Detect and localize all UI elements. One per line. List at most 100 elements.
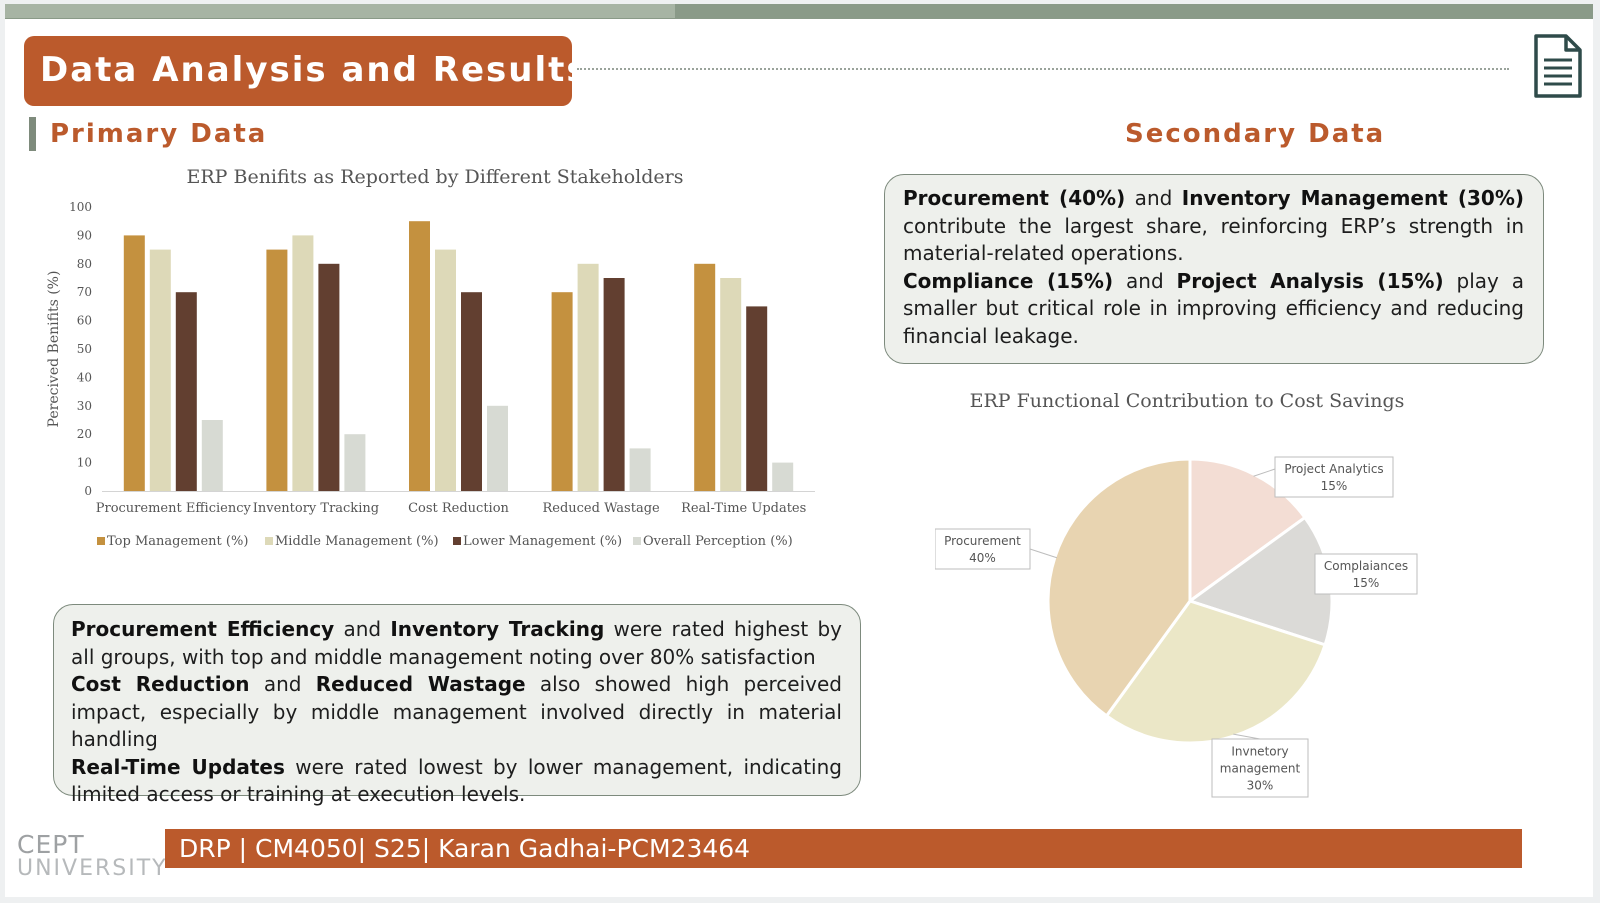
data-label-name: Project Analytics xyxy=(1284,462,1383,476)
legend-swatch xyxy=(453,537,461,545)
logo-university: UNIVERSITY xyxy=(17,856,168,881)
bar xyxy=(487,405,508,491)
bar xyxy=(292,235,314,491)
slide: Data Analysis and Results Primary Data S… xyxy=(5,4,1593,897)
data-label-box xyxy=(1211,738,1309,798)
bar xyxy=(201,420,223,491)
top-band-highlight xyxy=(5,4,675,18)
y-tick-label: 40 xyxy=(77,370,92,384)
bold-phrase: Project Analysis (15%) xyxy=(1176,268,1444,293)
y-tick-label: 10 xyxy=(77,456,92,470)
text-run: and xyxy=(249,672,316,696)
bold-phrase: Compliance (15%) xyxy=(903,268,1114,293)
bold-phrase: Inventory Management (30%) xyxy=(1181,186,1525,210)
secondary-paragraph-2: Compliance (15%) and Project Analysis (1… xyxy=(903,268,1524,351)
y-tick-label: 20 xyxy=(77,427,92,441)
bar xyxy=(551,292,573,491)
legend-label: Lower Management (%) xyxy=(463,534,622,549)
title-divider xyxy=(577,68,1509,70)
leader-line xyxy=(1253,468,1276,477)
legend-label: Top Management (%) xyxy=(107,534,248,549)
text-run: and xyxy=(334,617,391,641)
text-run: contribute the largest share, reinforcin… xyxy=(903,213,1524,266)
text-run: also showed high perceived impact, espec… xyxy=(71,672,843,751)
y-tick-label: 80 xyxy=(77,257,92,271)
data-label-value: 30% xyxy=(1247,779,1274,793)
data-label-value: 15% xyxy=(1353,576,1380,590)
x-tick-label: Procurement Efficiency xyxy=(96,501,252,516)
bar xyxy=(629,448,651,491)
pie-chart-title: ERP Functional Contribution to Cost Savi… xyxy=(970,390,1405,412)
document-icon xyxy=(1534,34,1582,98)
bar xyxy=(720,278,742,491)
bar-chart: ERP Benifits as Reported by Different St… xyxy=(46,166,815,549)
pie-slice xyxy=(1104,599,1327,745)
y-tick-label: 70 xyxy=(77,285,92,299)
bar xyxy=(409,221,430,491)
leader-line xyxy=(1233,733,1261,740)
text-run: and xyxy=(1125,186,1182,210)
logo-cept: CEPT xyxy=(17,830,85,859)
bar xyxy=(344,434,366,491)
bar xyxy=(772,462,794,491)
bar xyxy=(266,249,288,491)
footer-text: DRP | CM4050| S25| Karan Gadhai-PCM23464 xyxy=(179,834,751,863)
primary-summary-box: Procurement Efficiency and Inventory Tra… xyxy=(53,604,861,806)
footer-bar: DRP | CM4050| S25| Karan Gadhai-PCM23464 xyxy=(165,829,1522,868)
bar xyxy=(746,306,768,491)
data-label-value: 40% xyxy=(969,551,996,565)
bar xyxy=(435,249,456,491)
y-tick-label: 100 xyxy=(69,200,92,214)
leader-line xyxy=(1029,548,1058,559)
bar xyxy=(577,263,599,491)
bar xyxy=(149,249,171,491)
x-tick-label: Inventory Tracking xyxy=(253,501,379,516)
text-run: play a smaller but critical role in impr… xyxy=(903,268,1524,348)
legend-label: Middle Management (%) xyxy=(275,534,439,549)
pie-chart: ERP Functional Contribution to Cost Savi… xyxy=(935,390,1418,798)
bold-phrase: Real-Time Updates xyxy=(71,754,285,779)
data-label-name: management xyxy=(1220,762,1301,776)
x-tick-label: Real-Time Updates xyxy=(681,501,806,516)
bold-phrase: Cost Reduction xyxy=(71,672,250,696)
y-tick-label: 30 xyxy=(77,399,92,413)
y-tick-label: 50 xyxy=(77,342,92,356)
slide-title: Data Analysis and Results xyxy=(40,50,589,90)
legend-label: Overall Perception (%) xyxy=(643,534,793,549)
secondary-heading: Secondary Data xyxy=(1125,119,1386,149)
x-tick-label: Reduced Wastage xyxy=(542,501,660,516)
data-label-box xyxy=(935,528,1031,570)
bold-phrase: Procurement Efficiency xyxy=(71,617,335,641)
secondary-paragraph-1: Procurement (40%) and Inventory Manageme… xyxy=(903,185,1524,268)
bar xyxy=(175,292,197,491)
text-run: were rated lowest by lower management, i… xyxy=(71,754,842,807)
data-label-name: Invnetory xyxy=(1231,745,1288,759)
legend-swatch xyxy=(265,537,273,545)
y-tick-label: 0 xyxy=(84,484,92,498)
bar xyxy=(461,292,482,491)
primary-paragraph-3: Real-Time Updates were rated lowest by l… xyxy=(71,754,842,809)
data-label-box xyxy=(1274,456,1394,498)
y-tick-label: 60 xyxy=(77,314,92,328)
x-tick-label: Cost Reduction xyxy=(408,501,509,516)
text-run: were rated highest by all groups, with t… xyxy=(71,617,842,669)
bar-chart-title: ERP Benifits as Reported by Different St… xyxy=(186,166,683,188)
bar xyxy=(603,278,625,491)
y-tick-label: 90 xyxy=(77,228,92,242)
bold-phrase: Procurement (40%) xyxy=(903,186,1126,210)
bold-phrase: Reduced Wastage xyxy=(315,672,526,696)
primary-paragraph-2: Cost Reduction and Reduced Wastage also … xyxy=(71,671,842,754)
bar xyxy=(694,263,716,491)
data-label-name: Procurement xyxy=(944,534,1021,548)
data-label-value: 15% xyxy=(1321,479,1348,493)
bar xyxy=(123,235,145,491)
secondary-summary-box: Procurement (40%) and Inventory Manageme… xyxy=(884,174,1544,364)
primary-heading-marker xyxy=(29,117,36,151)
bold-phrase: Inventory Tracking xyxy=(390,617,605,641)
text-run: and xyxy=(1113,268,1177,293)
legend-swatch xyxy=(633,537,641,545)
y-axis-label: Perecived Benifits (%) xyxy=(46,271,62,428)
data-label-box xyxy=(1314,553,1418,595)
bar xyxy=(318,263,340,491)
primary-heading: Primary Data xyxy=(50,119,268,149)
